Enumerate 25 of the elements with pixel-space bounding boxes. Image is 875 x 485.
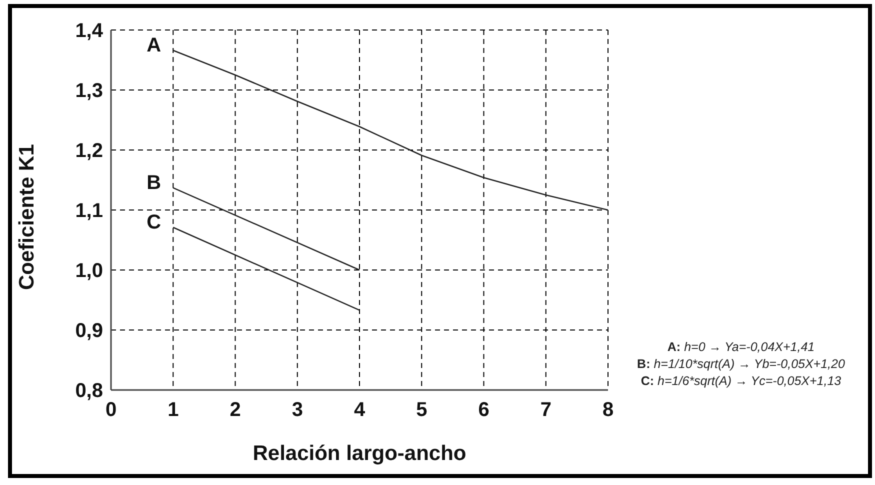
y-tick-label: 1,1	[75, 200, 103, 222]
y-tick-label: 0,9	[75, 320, 103, 342]
series-label: B	[146, 172, 162, 194]
x-tick-label: 5	[416, 399, 428, 422]
text: A: h=0 → Ya=-0,04X+1,41	[667, 340, 815, 354]
line-series	[172, 50, 608, 211]
y-tick-label: 1,0	[75, 260, 103, 282]
x-tick-label: 3	[292, 399, 303, 422]
x-tick-label: 6	[478, 399, 490, 422]
y-tick-label: 1,2	[75, 140, 103, 162]
x-tick-label: 0	[105, 399, 117, 422]
y-axis-title: Coeficiente K1	[15, 144, 38, 290]
x-axis-title: Relación largo-ancho	[252, 442, 466, 465]
series-label: A	[146, 34, 162, 56]
series-label: C	[146, 211, 162, 234]
y-tick-label: 1,4	[75, 20, 104, 42]
text: B: h=1/10*sqrt(A) → Yb=-0,05X+1,20	[637, 357, 845, 371]
x-tick-label: 1	[168, 399, 179, 422]
x-tick-label: 8	[602, 399, 614, 422]
text: C: h=1/6*sqrt(A) → Yc=-0,05X+1,13	[640, 374, 842, 388]
y-tick-label: 0,8	[75, 380, 103, 402]
y-tick-label: 1,3	[75, 80, 103, 102]
x-tick-label: 2	[230, 399, 241, 422]
x-tick-label: 4	[354, 399, 366, 422]
x-tick-label: 7	[540, 399, 552, 422]
